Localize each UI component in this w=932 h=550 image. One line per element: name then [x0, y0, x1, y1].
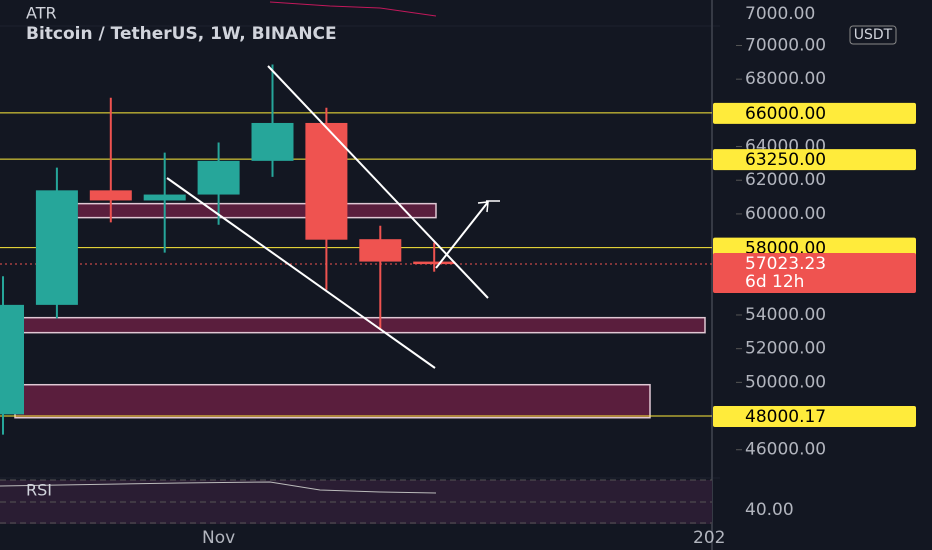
- y-tick-label: 52000.00: [745, 339, 826, 359]
- currency: USDT: [854, 27, 893, 43]
- level-badge: [713, 102, 916, 124]
- currency-box: [849, 25, 897, 45]
- rsi-label: RSI: [26, 481, 52, 500]
- atr-axis-label: 7000.00: [745, 4, 815, 24]
- rsi-line: [0, 481, 437, 494]
- candle-body: [0, 304, 24, 415]
- candle-body: [197, 160, 240, 195]
- x-end-label: 202: [693, 528, 725, 548]
- zone: [14, 383, 651, 419]
- rsi-axis-label: 40.00: [745, 500, 794, 520]
- level-label: 48000.17: [745, 407, 826, 427]
- y-tick-label: 70000.00: [745, 35, 826, 55]
- y-tick-label: 54000.00: [745, 305, 826, 325]
- level-badge: [713, 406, 916, 428]
- candle-body: [89, 190, 132, 201]
- y-tick-label: 50000.00: [745, 372, 826, 392]
- y-tick-label: 68000.00: [745, 69, 826, 89]
- candle-body: [413, 261, 456, 265]
- level-label: 66000.00: [745, 104, 826, 124]
- y-tick-label: 60000.00: [745, 204, 826, 224]
- candle-body: [305, 122, 348, 240]
- candle-body: [35, 190, 78, 305]
- arrow-head: [477, 201, 489, 213]
- grid: [0, 25, 720, 479]
- x-tick-label: Nov: [202, 528, 235, 548]
- level-badge: [713, 149, 916, 171]
- level-label: 63250.00: [745, 150, 826, 170]
- zone: [69, 202, 437, 219]
- y-tick-label: 46000.00: [745, 440, 826, 460]
- last-price-label: 57023.23: [745, 254, 826, 274]
- candle-body: [143, 194, 186, 201]
- last-price-badge: [713, 253, 916, 294]
- y-tick-label: 62000.00: [745, 170, 826, 190]
- trend-line: [166, 177, 436, 369]
- drawings: [166, 65, 500, 369]
- arrow: [435, 201, 489, 269]
- chart-title: Bitcoin / TetherUS, 1W, BINANCE: [26, 24, 337, 44]
- atr-label: ATR: [26, 4, 57, 23]
- trend-line: [267, 65, 489, 299]
- atr-line: [269, 1, 437, 17]
- candle-body: [251, 122, 294, 161]
- candle-body: [359, 239, 402, 262]
- countdown: 6d 12h: [745, 272, 804, 292]
- zone: [21, 316, 706, 334]
